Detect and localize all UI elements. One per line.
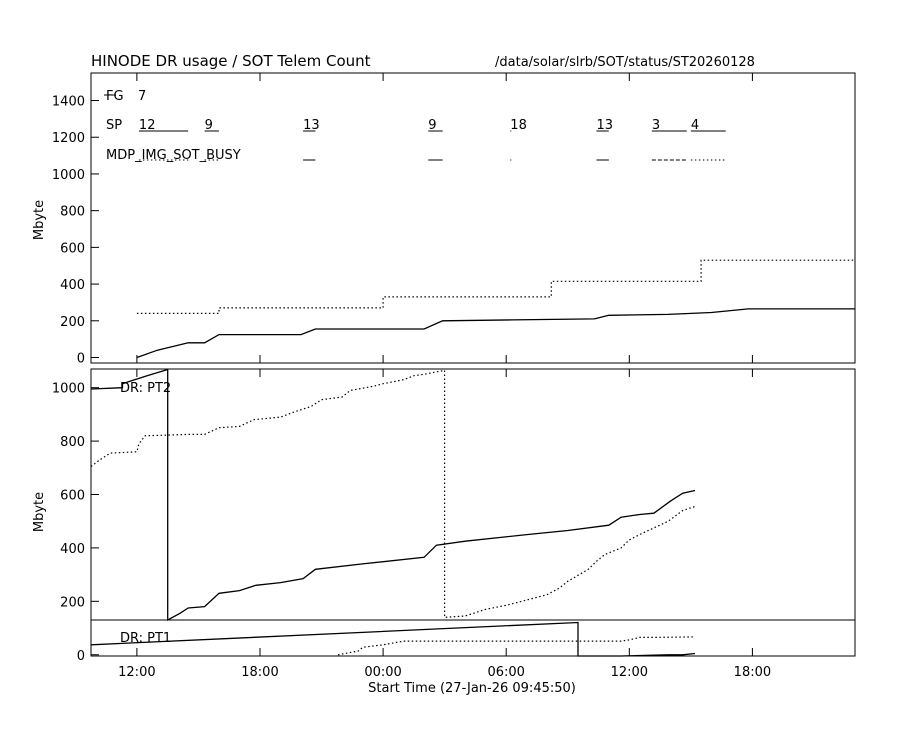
panel-pt1-series-solid <box>90 621 696 657</box>
panel-pt1-series-dotted <box>337 636 696 656</box>
sp-label: SP <box>106 118 122 133</box>
panel-pt2-y-tick-label: 1000 <box>52 382 85 397</box>
plot-title: HINODE DR usage / SOT Telem Count <box>91 52 371 70</box>
x-tick-label: 18:00 <box>734 665 771 680</box>
panel-pt2-series <box>90 368 696 622</box>
sp-value: 13 <box>596 118 613 133</box>
panel-top-ylabel: Mbyte <box>32 200 47 240</box>
panel-top-y-tick-label: 600 <box>60 241 85 256</box>
panel-pt2-label: DR: PT2 <box>120 381 171 396</box>
sp-value: 13 <box>303 118 320 133</box>
panel-pt1: DR: PT1 0 <box>77 619 856 664</box>
panel-top-y-tick-label: 0 <box>77 351 85 366</box>
panel-top-y-tick-label: 1400 <box>52 95 85 110</box>
panel-top-y-tick-label: 200 <box>60 315 85 330</box>
panel-pt2-y-axis: 200 400 600 800 1000 <box>52 382 99 610</box>
panel-top-y-tick-label: 400 <box>60 278 85 293</box>
panel-top-y-axis: 0 200 400 600 800 1000 1200 1400 <box>52 95 99 366</box>
panel-pt2-series-dotted <box>90 369 696 618</box>
panel-top-series-solid <box>136 308 855 359</box>
panel-pt1-y-tick-label: 0 <box>77 649 85 664</box>
panel-pt2-y-tick-label: 400 <box>60 542 85 557</box>
panel-top-y-tick-label: 1200 <box>52 131 85 146</box>
sp-value: 4 <box>691 118 699 133</box>
x-tick-label: 12:00 <box>611 665 648 680</box>
x-tick-label: 12:00 <box>118 665 155 680</box>
fg-value: 7 <box>138 89 146 104</box>
panel-top-annotations: FG 7 SP MDP_IMG_SOT_BUSY 12 9 13 9 18 13 3 4 <box>104 89 726 163</box>
panel-pt1-y-axis: 0 <box>77 649 99 664</box>
panel-pt2-y-tick-label: 800 <box>60 435 85 450</box>
panel-top-series-dotted <box>136 259 855 314</box>
panel-top-frame <box>90 72 856 364</box>
panel-pt2-y-tick-label: 200 <box>60 595 85 610</box>
x-tick-label: 18:00 <box>241 665 278 680</box>
panel-pt1-frame <box>90 619 856 657</box>
x-tick-label: 00:00 <box>364 665 401 680</box>
panel-top-y-tick-label: 1000 <box>52 168 85 183</box>
time-axis: 12:00 18:00 00:00 06:00 12:00 18:00 <box>118 73 771 680</box>
panel-pt1-series <box>90 621 696 657</box>
panel-pt2: DR: PT2 Mbyte 200 400 600 800 1000 <box>32 368 856 622</box>
panel-pt2-y-tick-label: 600 <box>60 489 85 504</box>
x-tick-label: 06:00 <box>487 665 524 680</box>
sp-value: 9 <box>205 118 213 133</box>
x-axis-label: Start Time (27-Jan-26 09:45:50) <box>368 681 576 696</box>
panel-pt2-ylabel: Mbyte <box>32 492 47 532</box>
sp-value: 18 <box>510 118 527 133</box>
panel-top-y-tick-label: 800 <box>60 205 85 220</box>
panel-top-series <box>136 259 855 359</box>
busy-label: MDP_IMG_SOT_BUSY <box>106 148 241 163</box>
data-path: /data/solar/slrb/SOT/status/ST20260128 <box>495 55 755 70</box>
panel-pt2-frame <box>90 368 856 621</box>
sp-value: 9 <box>428 118 436 133</box>
panel-pt2-series-solid <box>90 368 696 622</box>
sp-value: 12 <box>139 118 156 133</box>
sp-value: 3 <box>652 118 660 133</box>
panel-sot-telem: Mbyte 0 200 400 600 800 1000 1200 1400 FG 7 SP … <box>32 72 856 366</box>
fg-label: FG <box>106 89 124 104</box>
